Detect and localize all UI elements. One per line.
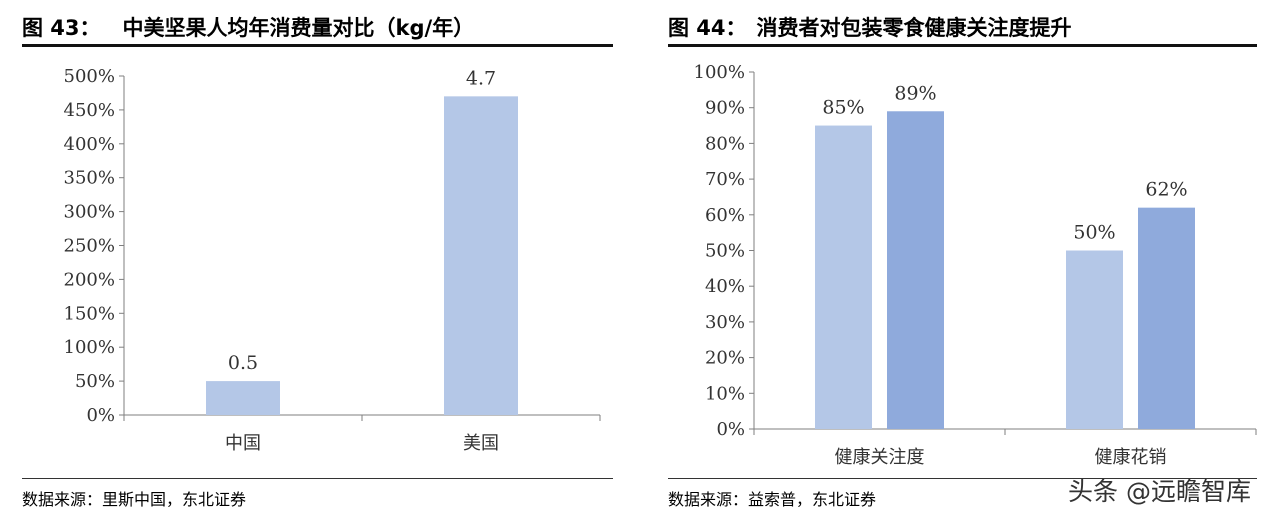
x-tick-label: 美国 xyxy=(463,433,499,454)
source-rule-left xyxy=(22,478,613,479)
figure-label: 图 43： xyxy=(22,16,101,40)
data-label: 62% xyxy=(1145,179,1187,201)
y-tick-label: 450% xyxy=(64,100,115,121)
x-tick-label: 健康关注度 xyxy=(835,447,925,468)
y-tick-label: 70% xyxy=(705,169,745,190)
data-label: 50% xyxy=(1073,222,1115,244)
y-tick-label: 50% xyxy=(705,241,745,262)
figure-title: 中美坚果人均年消费量对比（kg/年） xyxy=(122,16,475,40)
y-tick-label: 350% xyxy=(64,168,115,189)
bar xyxy=(887,111,944,430)
watermark: 头条 @远瞻智库 xyxy=(1068,477,1251,506)
data-label: 85% xyxy=(822,97,864,119)
data-label: 4.7 xyxy=(466,67,496,89)
y-tick-label: 250% xyxy=(64,236,115,257)
chart-title-left: 图 43： 中美坚果人均年消费量对比（kg/年） xyxy=(22,12,474,42)
y-tick-label: 20% xyxy=(705,348,745,369)
y-tick-label: 400% xyxy=(64,134,115,155)
y-tick-label: 200% xyxy=(64,269,115,290)
y-tick-label: 100% xyxy=(694,62,745,83)
data-label: 0.5 xyxy=(228,352,258,374)
bar xyxy=(1066,250,1123,429)
x-tick-label: 健康花销 xyxy=(1095,447,1167,468)
title-rule-left xyxy=(22,44,613,47)
y-tick-label: 0% xyxy=(86,405,115,426)
y-tick-label: 10% xyxy=(705,383,745,404)
y-tick-label: 40% xyxy=(705,276,745,297)
data-label: 89% xyxy=(894,82,936,104)
y-tick-label: 500% xyxy=(64,66,115,87)
bar xyxy=(444,96,518,415)
y-tick-label: 150% xyxy=(64,303,115,324)
bar xyxy=(206,381,280,415)
chart-title-right: 图 44： 消费者对包装零食健康关注度提升 xyxy=(668,12,1072,42)
y-tick-label: 30% xyxy=(705,312,745,333)
source-note-right: 数据来源：益索普，东北证券 xyxy=(668,490,877,509)
y-tick-label: 80% xyxy=(705,133,745,154)
y-tick-label: 90% xyxy=(705,98,745,119)
title-rule-right xyxy=(668,44,1257,47)
y-tick-label: 50% xyxy=(75,371,115,392)
x-tick-label: 中国 xyxy=(225,433,261,454)
figure-label: 图 44： xyxy=(668,16,747,40)
bar xyxy=(815,125,872,430)
source-rule-right xyxy=(668,478,1257,479)
figure-title: 消费者对包装零食健康关注度提升 xyxy=(756,16,1072,40)
source-note-left: 数据来源：里斯中国，东北证券 xyxy=(22,490,247,509)
bar xyxy=(1138,207,1195,429)
y-tick-label: 100% xyxy=(64,337,115,358)
y-tick-label: 0% xyxy=(716,419,745,440)
y-tick-label: 60% xyxy=(705,205,745,226)
y-tick-label: 300% xyxy=(64,202,115,223)
